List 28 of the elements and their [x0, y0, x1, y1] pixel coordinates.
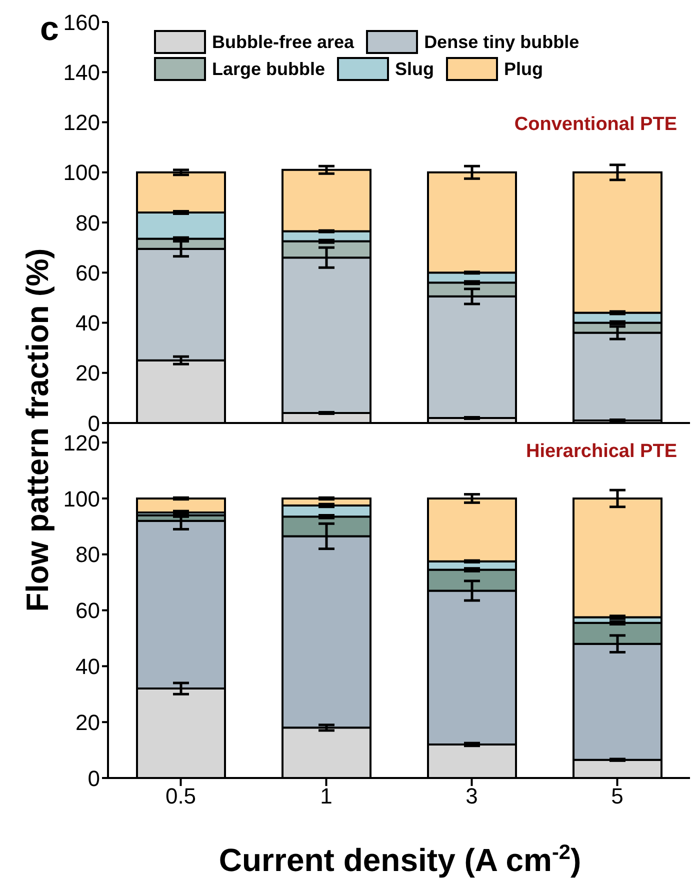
legend-label: Dense tiny bubble [424, 32, 580, 52]
y-tick-label: 80 [76, 542, 100, 568]
y-tick-label: 120 [63, 110, 100, 136]
x-axis-title: Current density (A cm$^{-2}$) [218, 841, 582, 878]
y-tick-label: 140 [63, 60, 100, 85]
y-tick-label: 80 [76, 210, 100, 236]
x-tick-label: 5 [611, 784, 624, 809]
y-tick-label: 20 [76, 710, 100, 735]
y-axis-title: Flow pattern fraction (%) [20, 248, 55, 612]
y-tick-label: 160 [63, 10, 100, 35]
x-tick-label: 0.5 [165, 784, 196, 809]
text: c [40, 10, 59, 49]
y-tick-label: 60 [76, 598, 100, 624]
y-tick-label: 20 [76, 360, 100, 386]
x-tick-label: 3 [466, 784, 478, 809]
y-tick-label: 100 [63, 160, 100, 186]
annotation: Conventional PTE [514, 114, 677, 136]
x-tick-label: 1 [320, 784, 332, 809]
y-tick-label: 0 [88, 766, 100, 791]
annotation: Hierarchical PTE [526, 441, 677, 463]
legend-label: Large bubble [212, 58, 326, 80]
y-tick-label: 60 [76, 260, 100, 286]
legend-label: Slug [395, 58, 434, 80]
y-tick-label: 40 [76, 310, 100, 336]
y-tick-label: 40 [76, 654, 100, 679]
legend-label: Bubble-free area [212, 32, 354, 52]
y-tick-label: 100 [63, 486, 100, 512]
legend-label: Plug [504, 58, 544, 80]
